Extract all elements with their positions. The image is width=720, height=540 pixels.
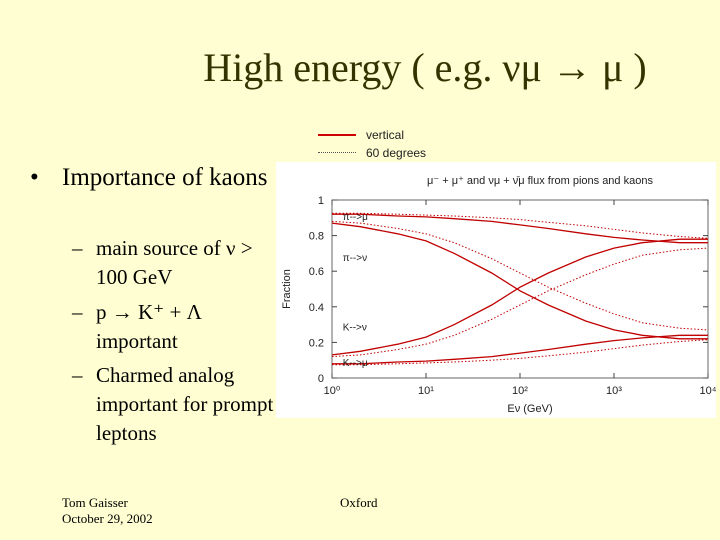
y-tick-label: 0.2 bbox=[309, 337, 324, 349]
series-line bbox=[331, 222, 708, 340]
footer-date: October 29, 2002 bbox=[62, 511, 153, 526]
series-line bbox=[332, 334, 708, 365]
sub-bullet-text: Charmed analog important for prompt lept… bbox=[96, 363, 274, 445]
dash-icon: – bbox=[72, 363, 83, 387]
dash-icon: – bbox=[72, 300, 83, 324]
series-line bbox=[332, 213, 708, 244]
footer-center: Oxford bbox=[340, 495, 378, 510]
curve-label: K-->μ bbox=[343, 358, 368, 369]
chart-title: μ⁻ + μ⁺ and νμ + ν̄μ flux from pions and… bbox=[427, 175, 653, 187]
legend-label: 60 degrees bbox=[366, 146, 427, 160]
legend-solid-line bbox=[318, 134, 356, 136]
x-tick-label: 10⁴ bbox=[700, 385, 716, 397]
bullet-dot-icon: • bbox=[30, 164, 39, 191]
curve-label: K-->ν bbox=[343, 322, 367, 333]
legend-dotted-line bbox=[318, 152, 356, 153]
series-line bbox=[331, 220, 709, 331]
y-tick-label: 0.4 bbox=[309, 302, 324, 314]
y-tick-label: 1 bbox=[318, 195, 324, 207]
sub-bullet-text: p → K⁺ + Λ important bbox=[96, 300, 202, 353]
y-axis-label: Fraction bbox=[281, 269, 293, 309]
curve-label: π-->μ bbox=[343, 212, 368, 223]
y-tick-label: 0 bbox=[318, 373, 324, 385]
footer-author: Tom Gaisser bbox=[62, 495, 128, 510]
legend-label: vertical bbox=[366, 128, 405, 142]
x-tick-label: 10³ bbox=[606, 385, 622, 397]
y-tick-label: 0.6 bbox=[309, 266, 324, 278]
x-axis-label: Eν (GeV) bbox=[507, 403, 552, 415]
chart-background bbox=[276, 162, 716, 418]
x-tick-label: 10² bbox=[512, 385, 528, 397]
footer-author-block: Tom Gaisser October 29, 2002 bbox=[62, 495, 153, 527]
main-bullet-text: Importance of kaons bbox=[62, 164, 268, 191]
series-line bbox=[331, 238, 708, 356]
series-line bbox=[331, 247, 709, 358]
slide-title: High energy ( e.g. νμ → μ ) bbox=[203, 45, 647, 90]
y-tick-label: 0.8 bbox=[309, 231, 324, 243]
x-tick-label: 10⁰ bbox=[324, 385, 341, 397]
x-tick-label: 10¹ bbox=[418, 385, 434, 397]
curve-label: π-->ν bbox=[343, 253, 367, 264]
dash-icon: – bbox=[72, 236, 83, 260]
chart-svg: 0 0.2 0.4 0.6 0.8 1 10⁰ 10¹ 10² 10³ 10⁴ μ⁻ + μ⁺ and… bbox=[276, 162, 717, 418]
flux-fraction-chart: 0 0.2 0.4 0.6 0.8 1 10⁰ 10¹ 10² 10³ 10⁴ μ⁻ + μ⁺ and… bbox=[276, 162, 717, 423]
sub-bullet-text: main source of ν > 100 GeV bbox=[96, 236, 253, 289]
